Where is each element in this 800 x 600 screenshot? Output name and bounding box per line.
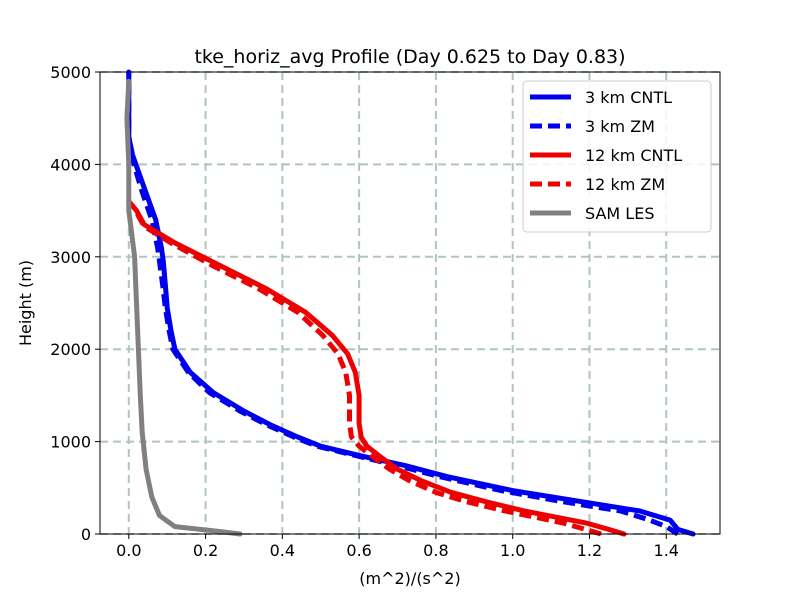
series-line-12-km-zm (134, 211, 602, 537)
legend: 3 km CNTL 3 km ZM 12 km CNTL 12 km ZM SAM LE… (522, 80, 712, 233)
legend-label: 3 km ZM (585, 117, 655, 136)
x-tick-label: 0.8 (423, 541, 448, 560)
x-tick-label: 1.4 (654, 541, 679, 560)
y-tick-label: 5000 (50, 63, 91, 82)
x-tick-label: 0.4 (270, 541, 295, 560)
series-line-12-km-cntl (126, 198, 627, 537)
axes-frame (99, 71, 721, 535)
y-tick-label: 3000 (50, 248, 91, 267)
legend-label: 12 km ZM (585, 175, 665, 194)
series-line-sam-les (124, 78, 243, 537)
series-layer (124, 69, 696, 537)
y-tick-label: 0 (81, 525, 91, 544)
x-tick-label: 1.0 (500, 541, 525, 560)
x-tick-label: 0.6 (346, 541, 371, 560)
y-tick-label: 1000 (50, 433, 91, 452)
y-axis: 0 1000 2000 3000 4000 5000 (50, 63, 100, 544)
legend-label: 12 km CNTL (585, 146, 682, 165)
y-tick-label: 4000 (50, 155, 91, 174)
x-tick-label: 0.0 (116, 541, 141, 560)
chart-title: tke_horiz_avg Profile (Day 0.625 to Day … (194, 46, 625, 68)
series-line-3-km-zm (126, 72, 680, 537)
legend-label: SAM LES (585, 204, 654, 223)
legend-box (522, 80, 712, 233)
x-tick-label: 1.2 (577, 541, 602, 560)
x-tick-label: 0.2 (193, 541, 218, 560)
y-axis-label: Height (m) (16, 260, 35, 346)
x-axis: 0.0 0.2 0.4 0.6 0.8 1.0 1.2 1.4 (116, 534, 679, 560)
y-tick-label: 2000 (50, 340, 91, 359)
legend-label: 3 km CNTL (585, 88, 672, 107)
x-axis-label: (m^2)/(s^2) (359, 569, 460, 588)
